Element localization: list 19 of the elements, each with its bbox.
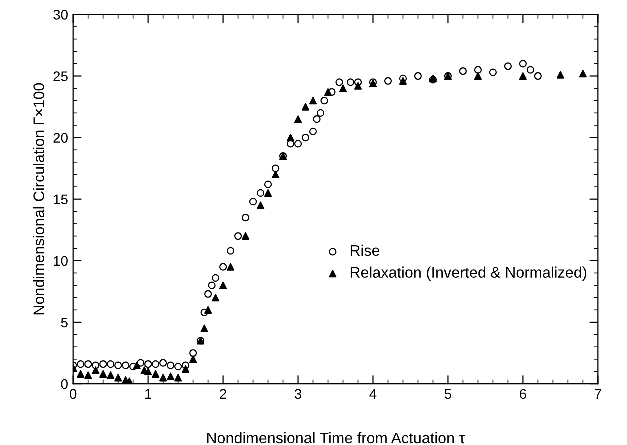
x-tick-label: 1 bbox=[146, 389, 152, 399]
x-tick-label: 0 bbox=[70, 389, 77, 400]
x-tick-label: 6 bbox=[520, 389, 526, 400]
legend-label: Rise bbox=[350, 244, 380, 256]
y-tick-label: 25 bbox=[54, 72, 68, 82]
x-tick-label: 5 bbox=[444, 389, 452, 400]
x-tick-label: 4 bbox=[370, 389, 377, 399]
y-axis-title: Nondimensional Circulation Γ×100 bbox=[33, 83, 44, 315]
y-tick-label: 10 bbox=[54, 256, 68, 266]
x-tick-label: 7 bbox=[595, 389, 602, 399]
x-tick-label: 2 bbox=[220, 389, 226, 399]
x-tick-label: 3 bbox=[294, 389, 302, 400]
y-tick-label: 5 bbox=[61, 318, 68, 328]
y-tick-label: 20 bbox=[54, 133, 68, 143]
y-tick-label: 0 bbox=[61, 379, 68, 390]
x-axis-title: Nondimensional Time from Actuation τ bbox=[207, 432, 466, 444]
y-tick-label: 15 bbox=[54, 194, 68, 205]
y-tick-label: 30 bbox=[54, 10, 68, 20]
legend-label: Relaxation (Inverted & Normalized) bbox=[350, 266, 587, 281]
